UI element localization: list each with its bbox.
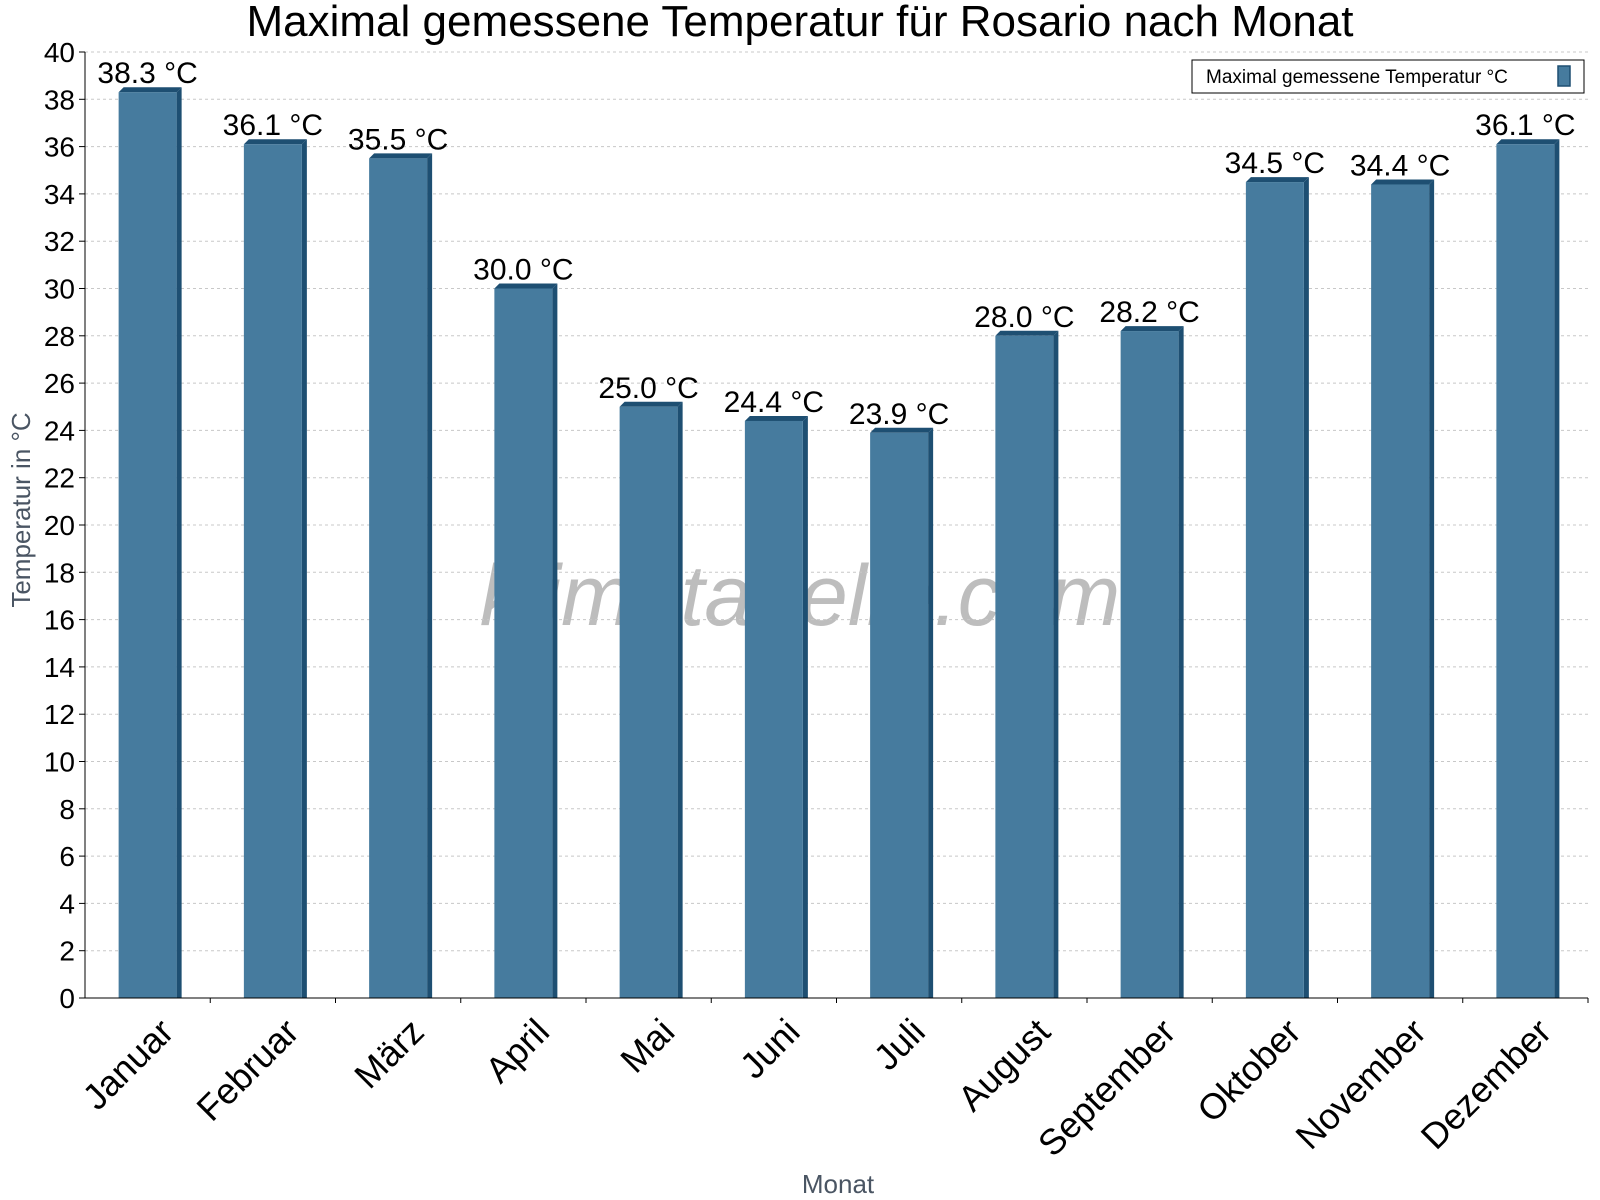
bar-top: [369, 153, 433, 159]
y-tick-label: 12: [44, 699, 75, 730]
bar: [619, 406, 678, 998]
x-tick-label: Februar: [188, 1011, 306, 1129]
y-axis-label: Temperatur in °C: [6, 412, 36, 607]
bar-side: [1429, 179, 1435, 998]
bar-side: [301, 139, 307, 999]
y-tick-label: 22: [44, 463, 75, 494]
y-tick-label: 2: [59, 936, 75, 967]
y-tick-label: 36: [44, 132, 75, 163]
y-tick-label: 8: [59, 794, 75, 825]
bar-side: [677, 401, 683, 998]
value-label: 35.5 °C: [348, 123, 448, 156]
value-label: 28.2 °C: [1099, 296, 1199, 329]
y-tick-label: 26: [44, 368, 75, 399]
bar: [744, 420, 803, 998]
x-tick-label: Mai: [612, 1011, 682, 1081]
y-tick-label: 18: [44, 557, 75, 588]
legend-label: Maximal gemessene Temperatur °C: [1206, 67, 1508, 88]
bar-side: [1178, 326, 1184, 998]
x-tick-label: Juli: [866, 1011, 933, 1078]
legend-swatch: [1557, 65, 1571, 87]
bar: [1245, 182, 1304, 998]
y-tick-label: 30: [44, 274, 75, 305]
bar-top: [1496, 139, 1560, 145]
y-tick-label: 14: [44, 652, 75, 683]
legend: Maximal gemessene Temperatur °C: [1191, 59, 1585, 94]
bar: [369, 158, 428, 999]
x-tick-label: November: [1287, 1011, 1433, 1157]
value-label: 34.5 °C: [1225, 147, 1325, 180]
y-tick-label: 38: [44, 84, 75, 115]
bars: [118, 87, 1560, 999]
value-label: 34.4 °C: [1350, 149, 1450, 182]
bar-top: [870, 427, 934, 433]
y-tick-label: 6: [59, 841, 75, 872]
bar-side: [176, 87, 182, 998]
bar: [1496, 144, 1555, 999]
bar-side: [427, 153, 433, 999]
x-tick-label: Dezember: [1413, 1011, 1559, 1157]
value-label: 36.1 °C: [223, 109, 323, 142]
y-tick-label: 16: [44, 605, 75, 636]
x-tick-label: September: [1030, 1011, 1184, 1165]
value-label: 24.4 °C: [724, 386, 824, 419]
bar: [243, 144, 302, 999]
chart-title: Maximal gemessene Temperatur für Rosario…: [246, 0, 1353, 46]
legend-box: [1191, 59, 1585, 94]
bar-side: [552, 283, 558, 998]
x-tick-label: Juni: [732, 1011, 808, 1087]
value-label: 23.9 °C: [849, 398, 949, 431]
bar-top: [1245, 177, 1309, 183]
bar-top: [118, 87, 182, 93]
x-tick-label: August: [950, 1011, 1058, 1119]
bar-top: [1371, 179, 1435, 185]
x-tick-label: Januar: [74, 1011, 181, 1118]
bar: [1371, 184, 1430, 998]
y-tick-label: 34: [44, 179, 75, 210]
x-axis-label: Monat: [802, 1169, 875, 1199]
bar-side: [928, 427, 934, 998]
value-label: 28.0 °C: [974, 301, 1074, 334]
value-label: 36.1 °C: [1475, 109, 1575, 142]
bar: [995, 335, 1054, 998]
bar-side: [1053, 330, 1059, 998]
y-tick-label: 32: [44, 226, 75, 257]
value-label: 30.0 °C: [473, 254, 573, 287]
x-tick-label: März: [346, 1011, 432, 1097]
gridlines: [85, 51, 1588, 952]
value-label: 38.3 °C: [97, 57, 197, 90]
y-tick-label: 10: [44, 747, 75, 778]
bar: [118, 92, 177, 998]
x-tick-label: April: [477, 1011, 557, 1091]
value-labels: 38.3 °C 36.1 °C 35.5 °C 30.0 °C 25.0 °C 24.4 …: [97, 57, 1575, 431]
bar: [1120, 331, 1179, 998]
bar: [870, 432, 929, 998]
bar-top: [243, 139, 307, 145]
bar-side: [802, 415, 808, 998]
x-tick-label: Oktober: [1189, 1011, 1309, 1131]
y-tick-label: 4: [59, 888, 75, 919]
y-tick-label: 40: [44, 37, 75, 68]
bar-top: [1120, 326, 1184, 332]
bar: [494, 288, 553, 998]
x-axis-ticks: Januar Februar März April Mai Juni Juli AugustS…: [74, 998, 1589, 1165]
y-tick-label: 28: [44, 321, 75, 352]
bar-top: [494, 283, 558, 289]
bar-side: [1554, 139, 1560, 999]
y-tick-label: 24: [44, 415, 75, 446]
y-tick-label: 0: [59, 983, 75, 1014]
y-tick-label: 20: [44, 510, 75, 541]
bar-side: [1303, 177, 1309, 998]
bar-top: [744, 415, 808, 421]
bar-top: [619, 401, 683, 407]
bar-top: [995, 330, 1059, 336]
value-label: 25.0 °C: [598, 372, 698, 405]
